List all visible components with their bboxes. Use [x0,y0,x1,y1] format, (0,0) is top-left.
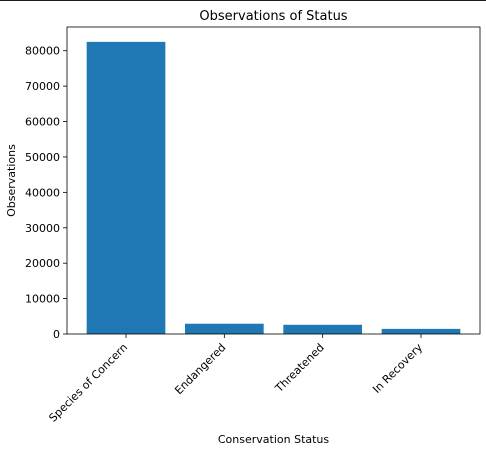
y-tick-label: 70000 [25,80,60,93]
y-tick-label: 0 [53,328,60,341]
x-axis: Species of Concern Endangered Threatened In… [46,334,425,425]
y-tick-label: 10000 [25,293,60,306]
y-tick-label: 40000 [25,186,60,199]
bars-group [86,41,461,335]
x-tick-label-species-of-concern: Species of Concern [46,341,130,425]
y-tick-label: 60000 [25,116,60,129]
y-axis: 0 10000 20000 30000 40000 50000 60000 70000 8000… [25,45,67,341]
x-tick-label-threatened: Threatened [272,341,327,396]
x-tick-label-endangered: Endangered [172,341,228,397]
y-tick-label: 30000 [25,222,60,235]
chart-title: Observations of Status [199,9,347,24]
bar-species-of-concern [86,41,166,335]
y-tick-label: 50000 [25,151,60,164]
bar-endangered [185,323,264,334]
top-border-line [0,0,486,1]
axes-frame [66,26,481,335]
x-axis-label: Conservation Status [218,433,330,446]
bar-threatened [283,324,362,334]
y-axis-label: Observations [5,144,18,217]
y-tick-label: 20000 [25,257,60,270]
y-tick-label: 80000 [25,45,60,58]
bar-in-recovery [381,328,461,334]
x-tick-label-in-recovery: In Recovery [370,341,425,396]
